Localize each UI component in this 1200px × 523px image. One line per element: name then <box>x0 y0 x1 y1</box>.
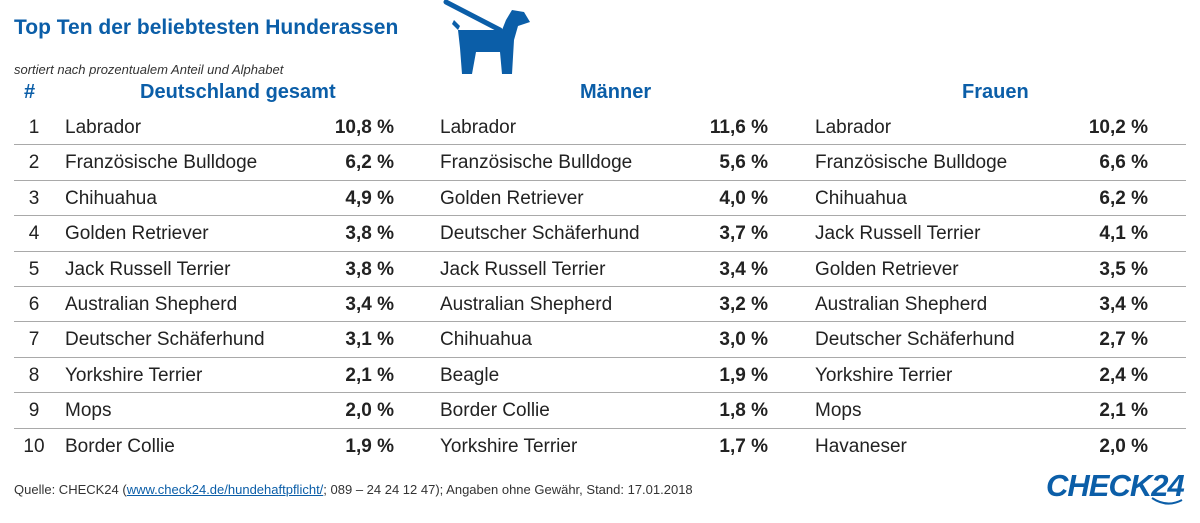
table-row: 9 Mops 2,0 % Border Collie 1,8 % Mops 2,1 % <box>14 393 1186 429</box>
footer-suffix: ; 089 – 24 24 12 47); Angaben ohne Gewäh… <box>323 482 693 497</box>
women-breed-cell: Havaneser <box>815 435 907 457</box>
header-rank: # <box>24 81 36 103</box>
table-row: 2 Französische Bulldoge 6,2 % Französische … <box>14 145 1186 181</box>
total-percent-cell: 3,4 % <box>345 293 394 315</box>
men-percent-cell: 3,0 % <box>719 329 768 351</box>
men-breed-cell: Golden Retriever <box>440 187 584 209</box>
total-percent-cell: 1,9 % <box>345 435 394 457</box>
women-breed-cell: Deutscher Schäferhund <box>815 329 1015 351</box>
total-breed-cell: Jack Russell Terrier <box>65 258 231 280</box>
table-row: 4 Golden Retriever 3,8 % Deutscher Schäferh… <box>14 216 1186 252</box>
men-percent-cell: 1,7 % <box>719 435 768 457</box>
women-percent-cell: 10,2 % <box>1088 117 1148 138</box>
source-footer: Quelle: CHECK24 (www.check24.de/hundehaf… <box>14 482 693 497</box>
total-percent-cell: 4,9 % <box>345 187 394 209</box>
women-breed-cell: Mops <box>815 400 862 422</box>
women-percent-cell: 2,1 % <box>1099 400 1148 422</box>
women-percent-cell: 2,7 % <box>1099 329 1148 351</box>
footer-prefix: Quelle: CHECK24 ( <box>14 482 127 497</box>
women-breed-cell: Chihuahua <box>815 187 907 209</box>
men-percent-cell: 3,2 % <box>719 293 768 315</box>
men-breed-cell: Beagle <box>440 364 500 386</box>
women-breed-cell: Golden Retriever <box>815 258 959 280</box>
men-percent-cell: 11,6 % <box>709 117 768 138</box>
total-breed-cell: Australian Shepherd <box>65 293 238 315</box>
total-percent-cell: 6,2 % <box>345 152 394 174</box>
rank-cell: 1 <box>28 117 40 138</box>
total-breed-cell: Yorkshire Terrier <box>65 364 203 386</box>
page-title: Top Ten der beliebtesten Hunderassen <box>14 16 399 39</box>
women-percent-cell: 6,6 % <box>1099 152 1148 174</box>
men-breed-cell: Deutscher Schäferhund <box>440 223 640 245</box>
check24-logo: CHECK24 <box>1046 468 1185 503</box>
men-breed-cell: Französische Bulldoge <box>440 152 633 174</box>
header-men: Männer <box>580 81 652 103</box>
women-breed-cell: Französische Bulldoge <box>815 152 1008 174</box>
total-breed-cell: Deutscher Schäferhund <box>65 329 265 351</box>
women-breed-cell: Jack Russell Terrier <box>815 223 981 245</box>
rank-cell: 5 <box>28 258 40 280</box>
total-breed-cell: Mops <box>65 400 112 422</box>
table-row: 6 Australian Shepherd 3,4 % Australian Shep… <box>14 287 1186 323</box>
subtitle: sortiert nach prozentualem Anteil und Al… <box>14 62 284 77</box>
total-percent-cell: 3,1 % <box>345 329 394 351</box>
table-row: 3 Chihuahua 4,9 % Golden Retriever 4,0 % Chih… <box>14 181 1186 217</box>
men-percent-cell: 5,6 % <box>719 152 768 174</box>
women-breed-cell: Yorkshire Terrier <box>815 364 953 386</box>
men-percent-cell: 1,9 % <box>719 364 768 386</box>
men-percent-cell: 4,0 % <box>719 187 768 209</box>
men-breed-cell: Chihuahua <box>440 329 532 351</box>
rank-cell: 10 <box>23 435 45 457</box>
total-breed-cell: Golden Retriever <box>65 223 209 245</box>
ranking-table: 1 Labrador 10,8 % Labrador 11,6 % Labrador 10,… <box>14 110 1186 464</box>
total-breed-cell: Chihuahua <box>65 187 157 209</box>
men-breed-cell: Border Collie <box>440 400 550 422</box>
total-breed-cell: Französische Bulldoge <box>65 152 258 174</box>
total-breed-cell: Border Collie <box>65 435 175 457</box>
men-breed-cell: Jack Russell Terrier <box>440 258 606 280</box>
women-percent-cell: 4,1 % <box>1099 223 1148 245</box>
rank-cell: 7 <box>28 329 40 351</box>
women-percent-cell: 2,0 % <box>1099 435 1148 457</box>
header-total: Deutschland gesamt <box>140 81 336 103</box>
total-percent-cell: 2,1 % <box>345 364 394 386</box>
rank-cell: 8 <box>28 364 40 386</box>
header-women: Frauen <box>962 81 1029 103</box>
rank-cell: 4 <box>28 223 40 245</box>
men-breed-cell: Yorkshire Terrier <box>440 435 578 457</box>
brand-swoosh-icon <box>1151 497 1183 505</box>
women-percent-cell: 3,5 % <box>1099 258 1148 280</box>
women-breed-cell: Australian Shepherd <box>815 293 988 315</box>
table-row: 8 Yorkshire Terrier 2,1 % Beagle 1,9 % Yorksh… <box>14 358 1186 394</box>
source-link[interactable]: www.check24.de/hundehaftpflicht/ <box>126 482 324 497</box>
rank-cell: 3 <box>28 187 40 209</box>
total-percent-cell: 10,8 % <box>334 117 394 138</box>
total-percent-cell: 3,8 % <box>345 223 394 245</box>
rank-cell: 2 <box>28 152 40 174</box>
total-percent-cell: 2,0 % <box>345 400 394 422</box>
men-percent-cell: 3,7 % <box>719 223 768 245</box>
table-row: 5 Jack Russell Terrier 3,8 % Jack Russell T… <box>14 252 1186 287</box>
dog-on-leash-icon <box>443 0 530 74</box>
men-percent-cell: 1,8 % <box>719 400 768 422</box>
men-breed-cell: Australian Shepherd <box>440 293 613 315</box>
men-breed-cell: Labrador <box>440 117 517 138</box>
table-row: 10 Border Collie 1,9 % Yorkshire Terrier 1,7… <box>14 429 1186 464</box>
women-breed-cell: Labrador <box>815 117 892 138</box>
total-breed-cell: Labrador <box>65 117 142 138</box>
women-percent-cell: 2,4 % <box>1099 364 1148 386</box>
table-row: 7 Deutscher Schäferhund 3,1 % Chihuahua 3,0 … <box>14 322 1186 358</box>
rank-cell: 9 <box>28 400 40 422</box>
women-percent-cell: 6,2 % <box>1099 187 1148 209</box>
table-row: 1 Labrador 10,8 % Labrador 11,6 % Labrador 10,… <box>14 110 1186 146</box>
women-percent-cell: 3,4 % <box>1099 293 1148 315</box>
total-percent-cell: 3,8 % <box>345 258 394 280</box>
rank-cell: 6 <box>28 293 40 315</box>
men-percent-cell: 3,4 % <box>719 258 768 280</box>
